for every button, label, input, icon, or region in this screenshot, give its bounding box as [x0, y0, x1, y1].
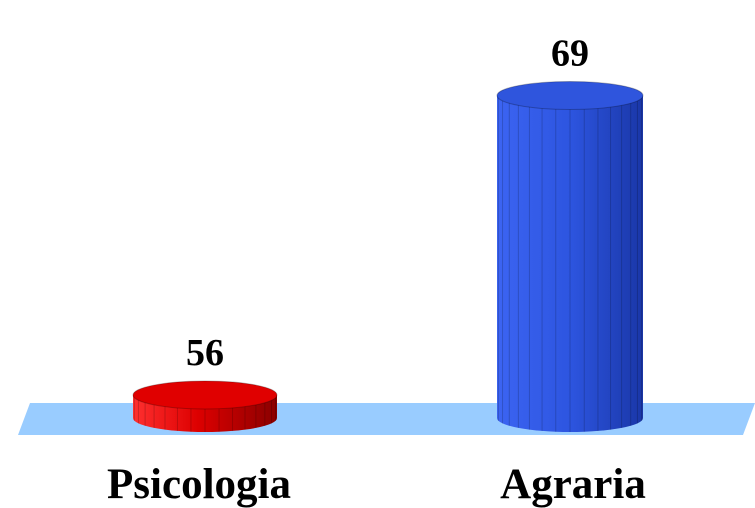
data-label-psicologia: 56: [186, 332, 224, 374]
bar-psicologia: [132, 380, 278, 432]
bars-layer: 56 Psicologia 69 Agraria: [107, 33, 646, 508]
bar-agraria: [496, 81, 644, 432]
bar-top-psicologia: [132, 380, 278, 410]
data-label-agraria: 69: [551, 33, 589, 75]
category-label-agraria: Agraria: [500, 461, 646, 508]
bar-body-agraria: [497, 95, 643, 432]
category-label-psicologia: Psicologia: [107, 461, 291, 508]
chart-floor: [18, 403, 755, 435]
bar-facets-agraria: [497, 96, 643, 432]
bar-top-agraria: [496, 81, 644, 111]
